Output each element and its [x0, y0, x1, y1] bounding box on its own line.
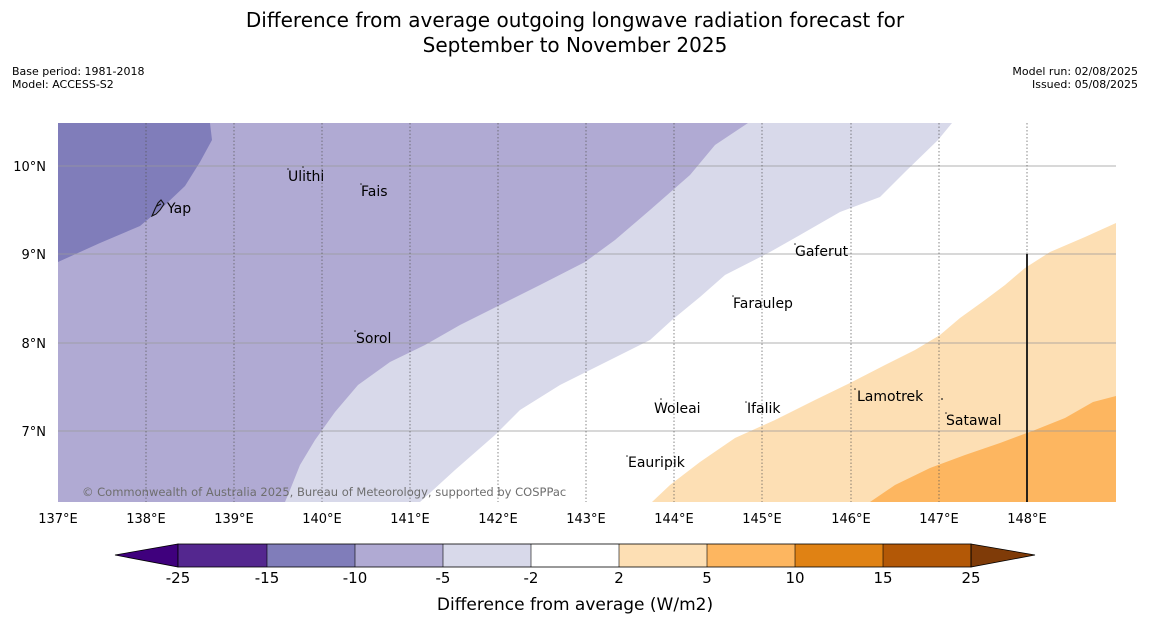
- lon-tick-148e: 148°E: [1007, 512, 1047, 527]
- colorbar-swatch-8: [795, 544, 883, 567]
- colorbar-swatch-5: [531, 544, 619, 567]
- colorbar-tick-4: -5: [436, 569, 451, 587]
- colorbar-tick-3: -10: [343, 569, 368, 587]
- dot-east-lamotrek: [941, 398, 943, 400]
- lon-tick-142e: 142°E: [478, 512, 518, 527]
- metadata-right: Model run: 02/08/2025 Issued: 05/08/2025: [1012, 65, 1138, 91]
- place-label-ifalik: Ifalik: [747, 401, 781, 417]
- issued-text: Issued: 05/08/2025: [1031, 78, 1138, 91]
- lat-tick-7n: 7°N: [22, 425, 47, 440]
- metadata-left: Base period: 1981-2018 Model: ACCESS-S2: [12, 65, 144, 91]
- place-label-satawal: Satawal: [946, 413, 1001, 429]
- model-text: Model: ACCESS-S2: [12, 78, 114, 91]
- colorbar-extend-high: [970, 543, 1036, 568]
- colorbar-swatch-6: [619, 544, 707, 567]
- place-label-fais: Fais: [361, 184, 388, 200]
- region-light-orange: [652, 223, 1116, 502]
- dot-ulithi: [302, 166, 304, 168]
- place-label-woleai: Woleai: [654, 401, 701, 417]
- place-label-lamotrek: Lamotrek: [857, 389, 924, 405]
- base-period-text: Base period: 1981-2018: [12, 65, 145, 78]
- colorbar-swatch-3: [355, 544, 443, 567]
- dot-sorol: [354, 330, 356, 332]
- chart-title: Difference from average outgoing longwav…: [0, 8, 1150, 58]
- dot-ifalik: [745, 401, 747, 403]
- title-line-2: September to November 2025: [422, 33, 728, 57]
- dot-fais: [360, 183, 362, 185]
- region-medium-orange: [870, 396, 1116, 502]
- colorbar-tick-8: 10: [785, 569, 804, 587]
- lon-tick-147e: 147°E: [919, 512, 959, 527]
- colorbar-label: Difference from average (W/m2): [437, 595, 713, 615]
- dot-woleai: [660, 398, 662, 400]
- dot-satawal: [945, 412, 947, 414]
- dot-ulithi-2: [287, 168, 289, 170]
- lon-tick-143e: 143°E: [566, 512, 606, 527]
- colorbar-tick-7: 5: [702, 569, 712, 587]
- lon-tick-144e: 144°E: [654, 512, 694, 527]
- yap-island-shape: [150, 199, 165, 218]
- place-labels: Yap Ulithi Fais Gaferut Faraulep Sorol L…: [166, 169, 1001, 471]
- dot-eauripik: [626, 455, 628, 457]
- colorbar-tick-labels: -25 -15 -10 -5 -2 2 5 10 15 25: [166, 569, 981, 587]
- colorbar-swatch-4: [443, 544, 531, 567]
- colorbar-extend-low: [114, 543, 179, 568]
- place-label-faraulep: Faraulep: [733, 296, 793, 312]
- dot-gaferut: [794, 243, 796, 245]
- latitude-tick-labels: 10°N 9°N 8°N 7°N: [13, 160, 46, 440]
- copyright-text: © Commonwealth of Australia 2025, Bureau…: [82, 485, 566, 499]
- place-label-sorol: Sorol: [356, 331, 391, 347]
- place-label-ulithi: Ulithi: [288, 169, 324, 185]
- lat-tick-10n: 10°N: [13, 160, 46, 175]
- map-area: Yap Ulithi Fais Gaferut Faraulep Sorol L…: [58, 123, 1116, 502]
- colorbar-tick-10: 25: [961, 569, 980, 587]
- lon-tick-139e: 139°E: [214, 512, 254, 527]
- dot-lamotrek: [854, 388, 856, 390]
- colorbar-border: [177, 543, 972, 568]
- colorbar-tick-5: -2: [524, 569, 539, 587]
- model-run-text: Model run: 02/08/2025: [1012, 65, 1138, 78]
- lat-tick-8n: 8°N: [22, 337, 47, 352]
- lon-tick-138e: 138°E: [126, 512, 166, 527]
- place-label-gaferut: Gaferut: [795, 244, 849, 260]
- lat-tick-9n: 9°N: [22, 248, 47, 263]
- lon-tick-140e: 140°E: [302, 512, 342, 527]
- colorbar-tick-9: 15: [873, 569, 892, 587]
- colorbar-swatch-7: [707, 544, 795, 567]
- region-medium-purple: [58, 123, 212, 262]
- colorbar-tick-2: -15: [255, 569, 280, 587]
- colorbar: -25 -15 -10 -5 -2 2 5 10 15 25 Differenc…: [114, 543, 1036, 615]
- colorbar-tick-1: -25: [166, 569, 191, 587]
- region-light-purple: [58, 123, 748, 502]
- colorbar-swatch-1: [178, 544, 267, 567]
- lon-tick-145e: 145°E: [742, 512, 782, 527]
- lon-tick-137e: 137°E: [38, 512, 78, 527]
- colorbar-tick-6: 2: [614, 569, 624, 587]
- place-label-eauripik: Eauripik: [628, 455, 686, 471]
- colorbar-dividers: [266, 544, 884, 567]
- longitude-tick-labels: 137°E 138°E 139°E 140°E 141°E 142°E 143°…: [38, 512, 1047, 527]
- place-label-yap: Yap: [166, 201, 191, 217]
- lon-tick-141e: 141°E: [390, 512, 430, 527]
- island-dots: [287, 166, 947, 457]
- dot-faraulep: [732, 295, 734, 297]
- colorbar-swatch-2: [267, 544, 355, 567]
- title-line-1: Difference from average outgoing longwav…: [245, 8, 905, 32]
- colorbar-swatch-9: [883, 544, 971, 567]
- lon-tick-146e: 146°E: [831, 512, 871, 527]
